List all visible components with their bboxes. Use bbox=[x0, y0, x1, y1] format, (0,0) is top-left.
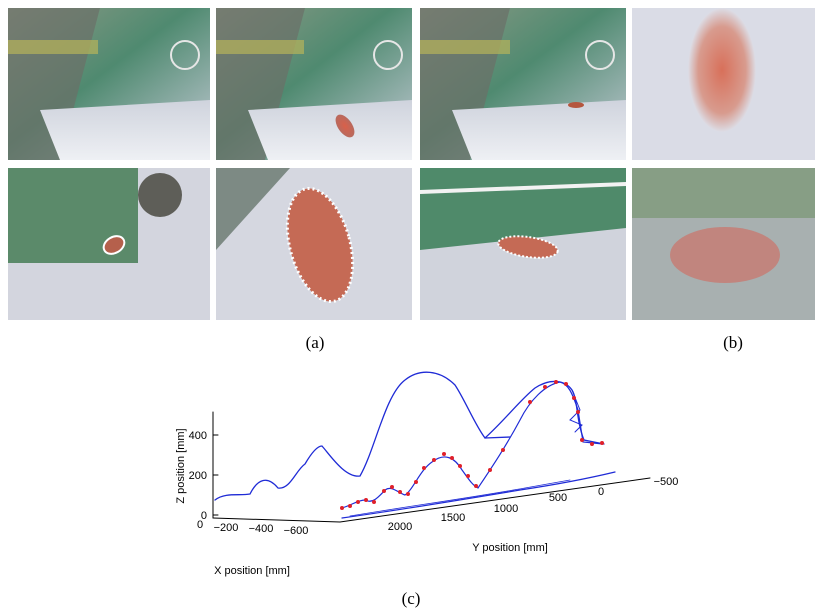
y-tick-label: −500 bbox=[654, 476, 679, 488]
plot-3d: 0 200 400 Z position [mm] 0 −200 −400 −6… bbox=[175, 371, 679, 577]
y-axis bbox=[339, 477, 651, 523]
trajectory bbox=[569, 389, 583, 433]
z-tick-label: 0 bbox=[201, 510, 207, 522]
photo bbox=[420, 168, 626, 320]
panel-label: (c) bbox=[402, 589, 421, 608]
y-axis-label: Y position [mm] bbox=[472, 542, 548, 554]
x-tick-label: −200 bbox=[214, 522, 239, 534]
x-tick-label: −400 bbox=[249, 523, 274, 535]
ground-trace bbox=[349, 479, 571, 517]
photo bbox=[632, 168, 815, 320]
panel-label: (b) bbox=[723, 333, 743, 352]
panel-label: (a) bbox=[306, 333, 325, 352]
y-tick-label: 0 bbox=[598, 486, 604, 498]
z-tick-label: 200 bbox=[189, 470, 207, 482]
y-tick-label: 2000 bbox=[388, 521, 412, 533]
photo bbox=[8, 8, 210, 160]
photo-row-1 bbox=[8, 8, 815, 160]
y-tick-label: 1500 bbox=[441, 512, 465, 524]
y-tick-label: 1000 bbox=[494, 503, 518, 515]
y-tick-label: 500 bbox=[549, 492, 567, 504]
detections bbox=[340, 380, 604, 510]
trajectory bbox=[341, 381, 604, 509]
trajectory bbox=[214, 371, 511, 501]
photo-row-2 bbox=[8, 168, 815, 320]
x-tick-label: 0 bbox=[197, 519, 203, 531]
z-axis-label: Z position [mm] bbox=[175, 428, 187, 503]
ground-trace bbox=[341, 471, 616, 519]
photo bbox=[216, 168, 412, 320]
x-tick-label: −600 bbox=[284, 525, 309, 537]
photo bbox=[420, 8, 626, 160]
x-axis bbox=[212, 517, 341, 523]
x-axis-label: X position [mm] bbox=[214, 565, 290, 577]
photo bbox=[8, 168, 210, 320]
photo bbox=[632, 8, 815, 160]
photo bbox=[216, 8, 412, 160]
trajectory bbox=[484, 380, 605, 445]
z-tick-label: 400 bbox=[189, 430, 207, 442]
